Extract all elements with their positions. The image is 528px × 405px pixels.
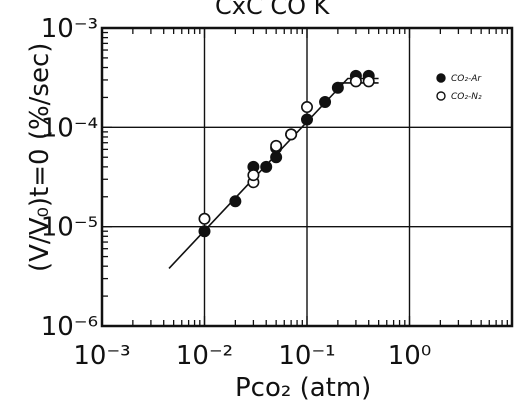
point-co2-n2 — [285, 128, 298, 141]
y-tick-label: 10⁻⁶ — [41, 312, 98, 342]
y-axis-title: (V/V₀)t=0 (%/sec) — [25, 43, 55, 272]
point-co2-n2 — [247, 169, 260, 182]
point-co2-ar — [229, 195, 242, 208]
point-co2-ar — [300, 113, 313, 126]
minor-ticks — [101, 28, 508, 327]
point-co2-n2 — [362, 75, 375, 88]
point-co2-n2 — [300, 101, 313, 114]
tick-labels: 10⁻³ 10⁻² 10⁻¹ 10⁰ 10⁻⁶ 10⁻⁵ 10⁻⁴ 10⁻³ — [41, 14, 431, 371]
x-tick-label: 10⁻¹ — [278, 341, 335, 371]
point-co2-ar — [260, 160, 273, 173]
legend-label: CO₂-N₂ — [451, 92, 482, 102]
x-axis-title: Pco₂ (atm) — [235, 373, 371, 403]
fit-lines — [168, 77, 379, 269]
legend-marker — [436, 91, 446, 101]
point-co2-ar — [319, 95, 332, 108]
grid — [101, 27, 513, 327]
y-tick-label: 10⁻⁵ — [41, 213, 98, 243]
point-co2-n2 — [270, 139, 283, 152]
x-tick-label: 10⁻² — [176, 341, 233, 371]
point-co2-ar — [198, 225, 211, 238]
legend: CO₂-Ar CO₂-N₂ — [436, 73, 482, 102]
fit-line — [168, 77, 379, 269]
x-tick-label: 10⁰ — [388, 341, 432, 371]
data-points — [198, 69, 375, 238]
y-tick-label: 10⁻⁴ — [41, 113, 98, 143]
point-co2-n2 — [349, 75, 362, 88]
top-caption: CxC CO K — [215, 0, 331, 20]
point-co2-n2 — [198, 212, 211, 225]
x-tick-label: 10⁻³ — [73, 341, 130, 371]
legend-marker — [436, 73, 446, 83]
legend-label: CO₂-Ar — [451, 74, 482, 84]
point-co2-ar — [331, 81, 344, 94]
y-tick-label: 10⁻³ — [41, 14, 98, 44]
